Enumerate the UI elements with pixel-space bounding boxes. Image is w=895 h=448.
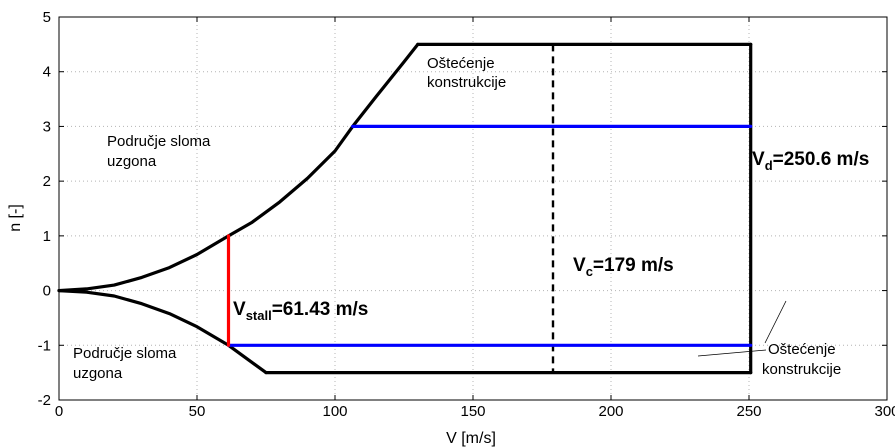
y-tick-label: 2: [43, 173, 51, 190]
area-label-lower-left-line1: Područje sloma: [73, 345, 177, 362]
vc-label-sub: c: [586, 264, 593, 279]
y-tick-label: 0: [43, 283, 51, 300]
vstall-label-sub: stall: [246, 308, 272, 323]
area-label-lower-left: Područje sloma uzgona: [73, 345, 181, 382]
damage-label-bottom-line2: konstrukcije: [762, 361, 841, 378]
x-tick-label: 300: [874, 403, 895, 420]
damage-label-top-line2: konstrukcije: [427, 74, 506, 91]
y-tick-label: -1: [38, 337, 51, 354]
plot-lines: [57, 42, 753, 375]
vstall-label-rest: =61.43 m/s: [272, 299, 369, 320]
axis-ticks: 0 50 100 150 200 250 300 -2 -1 0 1 2 3 4 5: [38, 9, 895, 420]
series-upper-stall: [57, 42, 420, 293]
y-tick-label: 4: [43, 64, 51, 81]
y-axis-label: n [-]: [7, 204, 24, 232]
damage-label-top-line1: Oštećenje: [427, 55, 495, 72]
damage-label-bottom-line1: Oštećenje: [768, 341, 836, 358]
area-label-upper-left-line2: uzgona: [107, 153, 157, 170]
y-tick-label: 1: [43, 228, 51, 245]
area-label-upper-left: Područje sloma uzgona: [107, 133, 215, 170]
x-tick-label: 50: [189, 403, 206, 420]
vd-label: Vd=250.6 m/s: [752, 149, 869, 173]
vstall-label-main: V: [233, 299, 246, 320]
vd-label-rest: =250.6 m/s: [773, 149, 870, 170]
vc-label: Vc=179 m/s: [573, 255, 674, 279]
y-tick-label: 5: [43, 9, 51, 26]
y-tick-label: 3: [43, 118, 51, 135]
annotation-pointer-2: [697, 349, 767, 357]
damage-label-bottom: Oštećenje konstrukcije: [762, 341, 841, 378]
x-tick-label: 250: [736, 403, 761, 420]
vstall-label: Vstall=61.43 m/s: [233, 299, 368, 323]
vc-label-rest: =179 m/s: [593, 255, 674, 276]
vc-label-main: V: [573, 255, 586, 276]
area-label-lower-left-line2: uzgona: [73, 365, 123, 382]
series-lower-stall: [57, 289, 268, 375]
vd-label-sub: d: [765, 158, 773, 173]
x-tick-label: 100: [322, 403, 347, 420]
damage-label-top: Oštećenje konstrukcije: [427, 55, 506, 91]
x-tick-label: 150: [460, 403, 485, 420]
x-tick-label: 200: [598, 403, 623, 420]
x-axis-label: V [m/s]: [446, 430, 496, 447]
vd-label-main: V: [752, 149, 765, 170]
area-label-upper-left-line1: Područje sloma: [107, 133, 211, 150]
x-tick-label: 0: [55, 403, 63, 420]
annotation-pointer-1: [764, 300, 787, 344]
y-tick-label: -2: [38, 392, 51, 409]
